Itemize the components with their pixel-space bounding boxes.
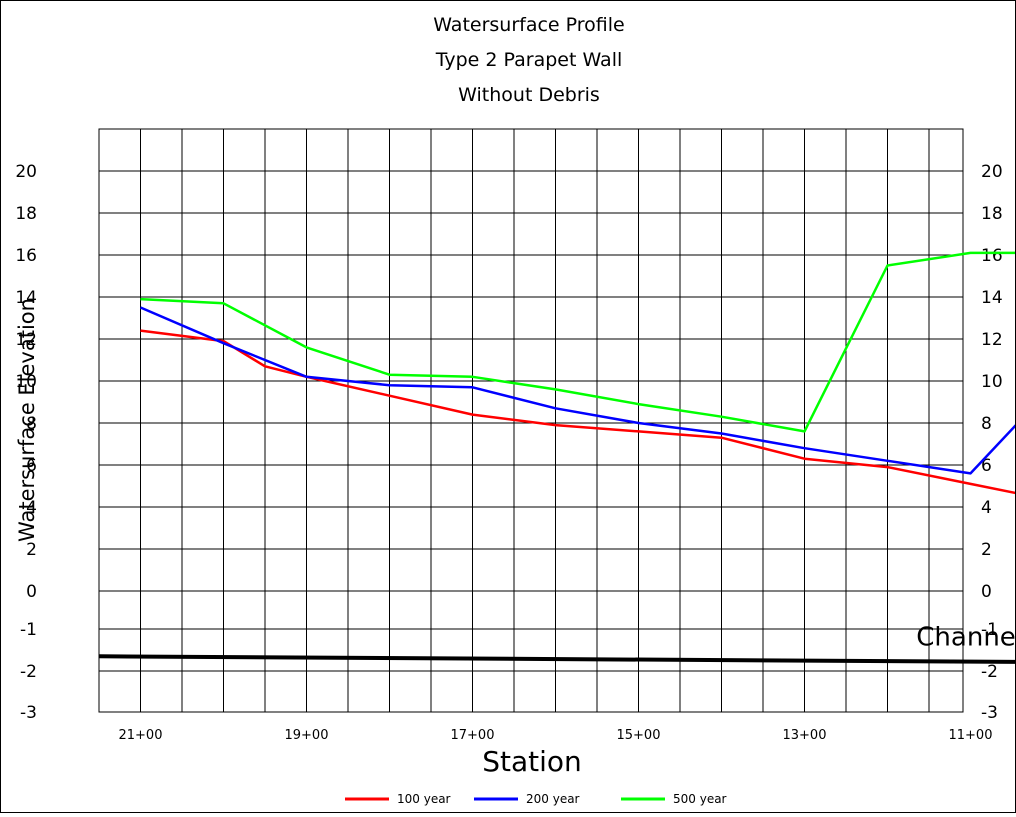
x-axis-label: Station <box>482 745 582 778</box>
grid <box>98 128 964 713</box>
y-tick-label: 16 <box>15 246 37 266</box>
channel-invert-label: Channel Invert <box>916 623 1015 653</box>
chart-title-line-2: Type 2 Parapet Wall <box>435 49 623 71</box>
y-tick-label: 18 <box>15 204 37 224</box>
y-tick-label: 14 <box>15 288 37 308</box>
y-tick-label: 4 <box>981 498 992 518</box>
y-tick-label: -1 <box>20 620 37 640</box>
x-tick-label: 21+00 <box>119 728 163 743</box>
plot-border <box>98 128 964 713</box>
legend-label: 100 year <box>397 792 451 806</box>
y-tick-label: 2 <box>26 540 37 560</box>
y-tick-label: 8 <box>26 414 37 434</box>
y-tick-label: 20 <box>981 162 1003 182</box>
y-tick-label: 12 <box>981 330 1003 350</box>
channel-invert-segment <box>98 654 1016 664</box>
annotations: Bridge & Parapet WallChannel Invert <box>916 623 1016 653</box>
y-tick-label: -2 <box>20 662 37 682</box>
legend: 100 year 200 year 500 year <box>345 792 727 806</box>
x-tick-label: 11+00 <box>949 728 993 743</box>
y-tick-label: 12 <box>15 330 37 350</box>
x-tick-labels: 21+0019+0017+0015+0013+0011+009+007+005+… <box>119 728 993 743</box>
y-tick-label: 0 <box>26 582 37 602</box>
y-tick-label: 6 <box>981 456 992 476</box>
y-tick-label: -1 <box>981 620 998 640</box>
series-lines <box>140 251 1016 495</box>
chart-title-line-3: Without Debris <box>458 84 600 106</box>
channel-invert-line <box>98 654 1016 664</box>
y-tick-label: 18 <box>981 204 1003 224</box>
chart-title: Watersurface Profile Type 2 Parapet Wall… <box>433 14 625 106</box>
y-tick-label: 16 <box>981 246 1003 266</box>
series-line-100-year <box>140 329 1016 495</box>
y-tick-label: 4 <box>26 498 37 518</box>
series-line-200-year <box>140 306 1016 475</box>
y-tick-label: 10 <box>15 372 37 392</box>
y-tick-label: -3 <box>981 703 998 723</box>
x-tick-label: 13+00 <box>783 728 827 743</box>
y-tick-label: -3 <box>20 703 37 723</box>
y-tick-label: 10 <box>981 372 1003 392</box>
y-tick-label: 6 <box>26 456 37 476</box>
y-tick-label: 14 <box>981 288 1003 308</box>
y-tick-label: 2 <box>981 540 992 560</box>
y-tick-label: -2 <box>981 662 998 682</box>
y-tick-label: 0 <box>981 582 992 602</box>
y-tick-label: 8 <box>981 414 992 434</box>
x-tick-label: 19+00 <box>285 728 329 743</box>
series-line-500-year <box>140 251 1016 433</box>
y-axis-label: Watersurface Elevation <box>15 298 39 542</box>
y-tick-label: 20 <box>15 162 37 182</box>
x-tick-label: 17+00 <box>451 728 495 743</box>
x-tick-label: 15+00 <box>617 728 661 743</box>
chart-title-line-1: Watersurface Profile <box>433 14 625 36</box>
legend-label: 500 year <box>673 792 727 806</box>
legend-label: 200 year <box>526 792 580 806</box>
